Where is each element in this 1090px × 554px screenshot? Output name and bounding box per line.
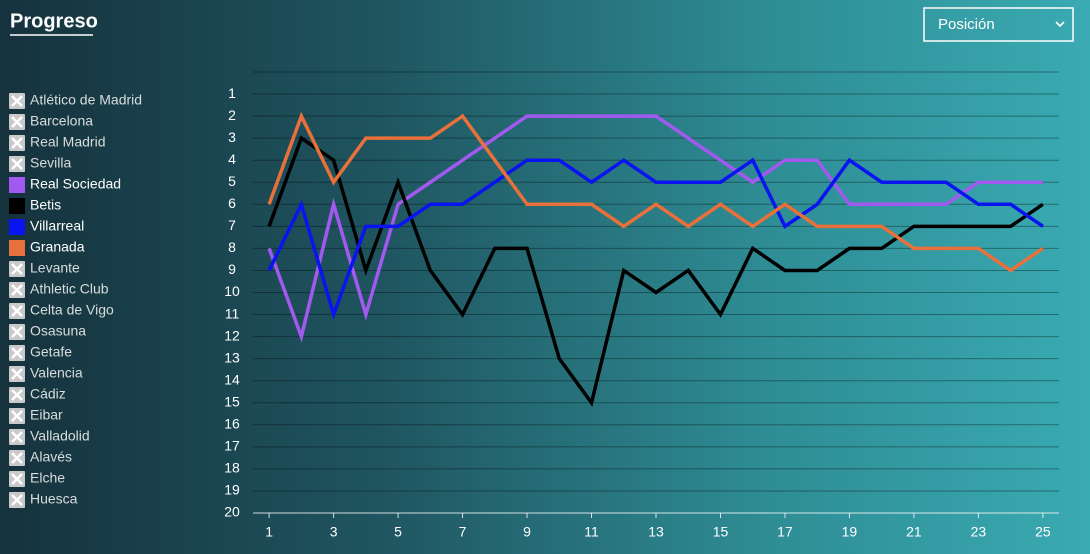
legend-x [11,326,23,338]
series-line [267,114,1043,343]
y-tick-label: 18 [224,460,240,476]
x-tick-label: 1 [265,524,273,540]
legend-label[interactable]: Osasuna [30,323,86,339]
legend-x [11,116,23,128]
metric-select-label[interactable]: Posición [938,16,995,33]
y-tick-label: 1 [228,85,236,101]
x-tick-label: 17 [777,524,793,540]
legend-label[interactable]: Alavés [30,449,72,465]
legend-x [11,494,23,506]
legend-swatch[interactable] [9,219,25,235]
legend-x [11,263,23,275]
legend-label[interactable]: Betis [30,197,61,213]
legend-label[interactable]: Huesca [30,491,78,507]
legend-label[interactable]: Cádiz [30,386,66,402]
y-tick-label: 4 [228,151,236,167]
y-tick-label: 14 [224,371,240,387]
y-tick-label: 7 [228,217,236,233]
series-line [267,111,1044,273]
legend-x [11,158,23,170]
legend-label[interactable]: Athletic Club [30,281,109,297]
legend-label[interactable]: Atlético de Madrid [30,92,142,108]
y-tick-label: 16 [224,416,240,432]
y-tick-label: 3 [228,129,236,145]
y-tick-label: 5 [228,173,236,189]
legend-label[interactable]: Real Sociedad [30,176,121,192]
y-tick-label: 17 [224,438,240,454]
metric-select[interactable] [923,7,1074,42]
legend-x [11,368,23,380]
legend-label[interactable]: Elche [30,470,65,486]
title: Progreso [10,10,98,32]
legend-swatch[interactable] [9,198,25,214]
legend-label[interactable]: Celta de Vigo [30,302,114,318]
select-chevron [1055,21,1065,28]
y-tick-label: 8 [228,239,236,255]
legend-label[interactable]: Villarreal [30,218,84,234]
legend-x [11,284,23,296]
x-tick-label: 21 [906,524,922,540]
legend-x [11,410,23,422]
legend-swatch[interactable] [9,177,25,193]
x-tick-label: 9 [523,524,531,540]
y-tick-label: 12 [224,327,240,343]
y-tick-label: 19 [224,482,240,498]
legend-x [11,452,23,464]
x-tick-label: 25 [1035,524,1051,540]
legend-x [11,95,23,107]
y-tick-label: 11 [225,305,240,321]
y-tick-label: 15 [224,393,240,409]
x-tick-label: 3 [330,524,338,540]
y-tick-label: 10 [224,283,240,299]
legend-x [11,137,23,149]
x-tick-label: 15 [713,524,729,540]
x-tick-label: 19 [842,524,858,540]
x-tick-label: 11 [584,524,599,540]
series-line [267,157,1044,321]
y-tick-label: 13 [224,349,240,365]
legend-label[interactable]: Valladolid [30,428,90,444]
legend-swatch[interactable] [9,240,25,256]
y-tick-label: 9 [228,261,236,277]
y-tick-label: 6 [228,195,236,211]
legend-label[interactable]: Granada [30,239,85,255]
legend-label[interactable]: Real Madrid [30,134,105,150]
legend-x [11,431,23,443]
y-tick-label: 2 [228,107,236,123]
x-tick-label: 5 [394,524,402,540]
legend-label[interactable]: Eibar [30,407,63,423]
series-line [267,135,1044,407]
legend-label[interactable]: Getafe [30,344,72,360]
x-tick-label: 7 [459,524,467,540]
legend-label[interactable]: Valencia [30,365,83,381]
x-tick-label: 23 [971,524,987,540]
legend-x [11,389,23,401]
legend-label[interactable]: Sevilla [30,155,71,171]
legend-x [11,473,23,485]
legend-x [11,347,23,359]
x-tick-label: 13 [648,524,664,540]
y-tick-label: 20 [224,504,240,520]
legend-label[interactable]: Barcelona [30,113,93,129]
legend-label[interactable]: Levante [30,260,80,276]
legend-x [11,305,23,317]
